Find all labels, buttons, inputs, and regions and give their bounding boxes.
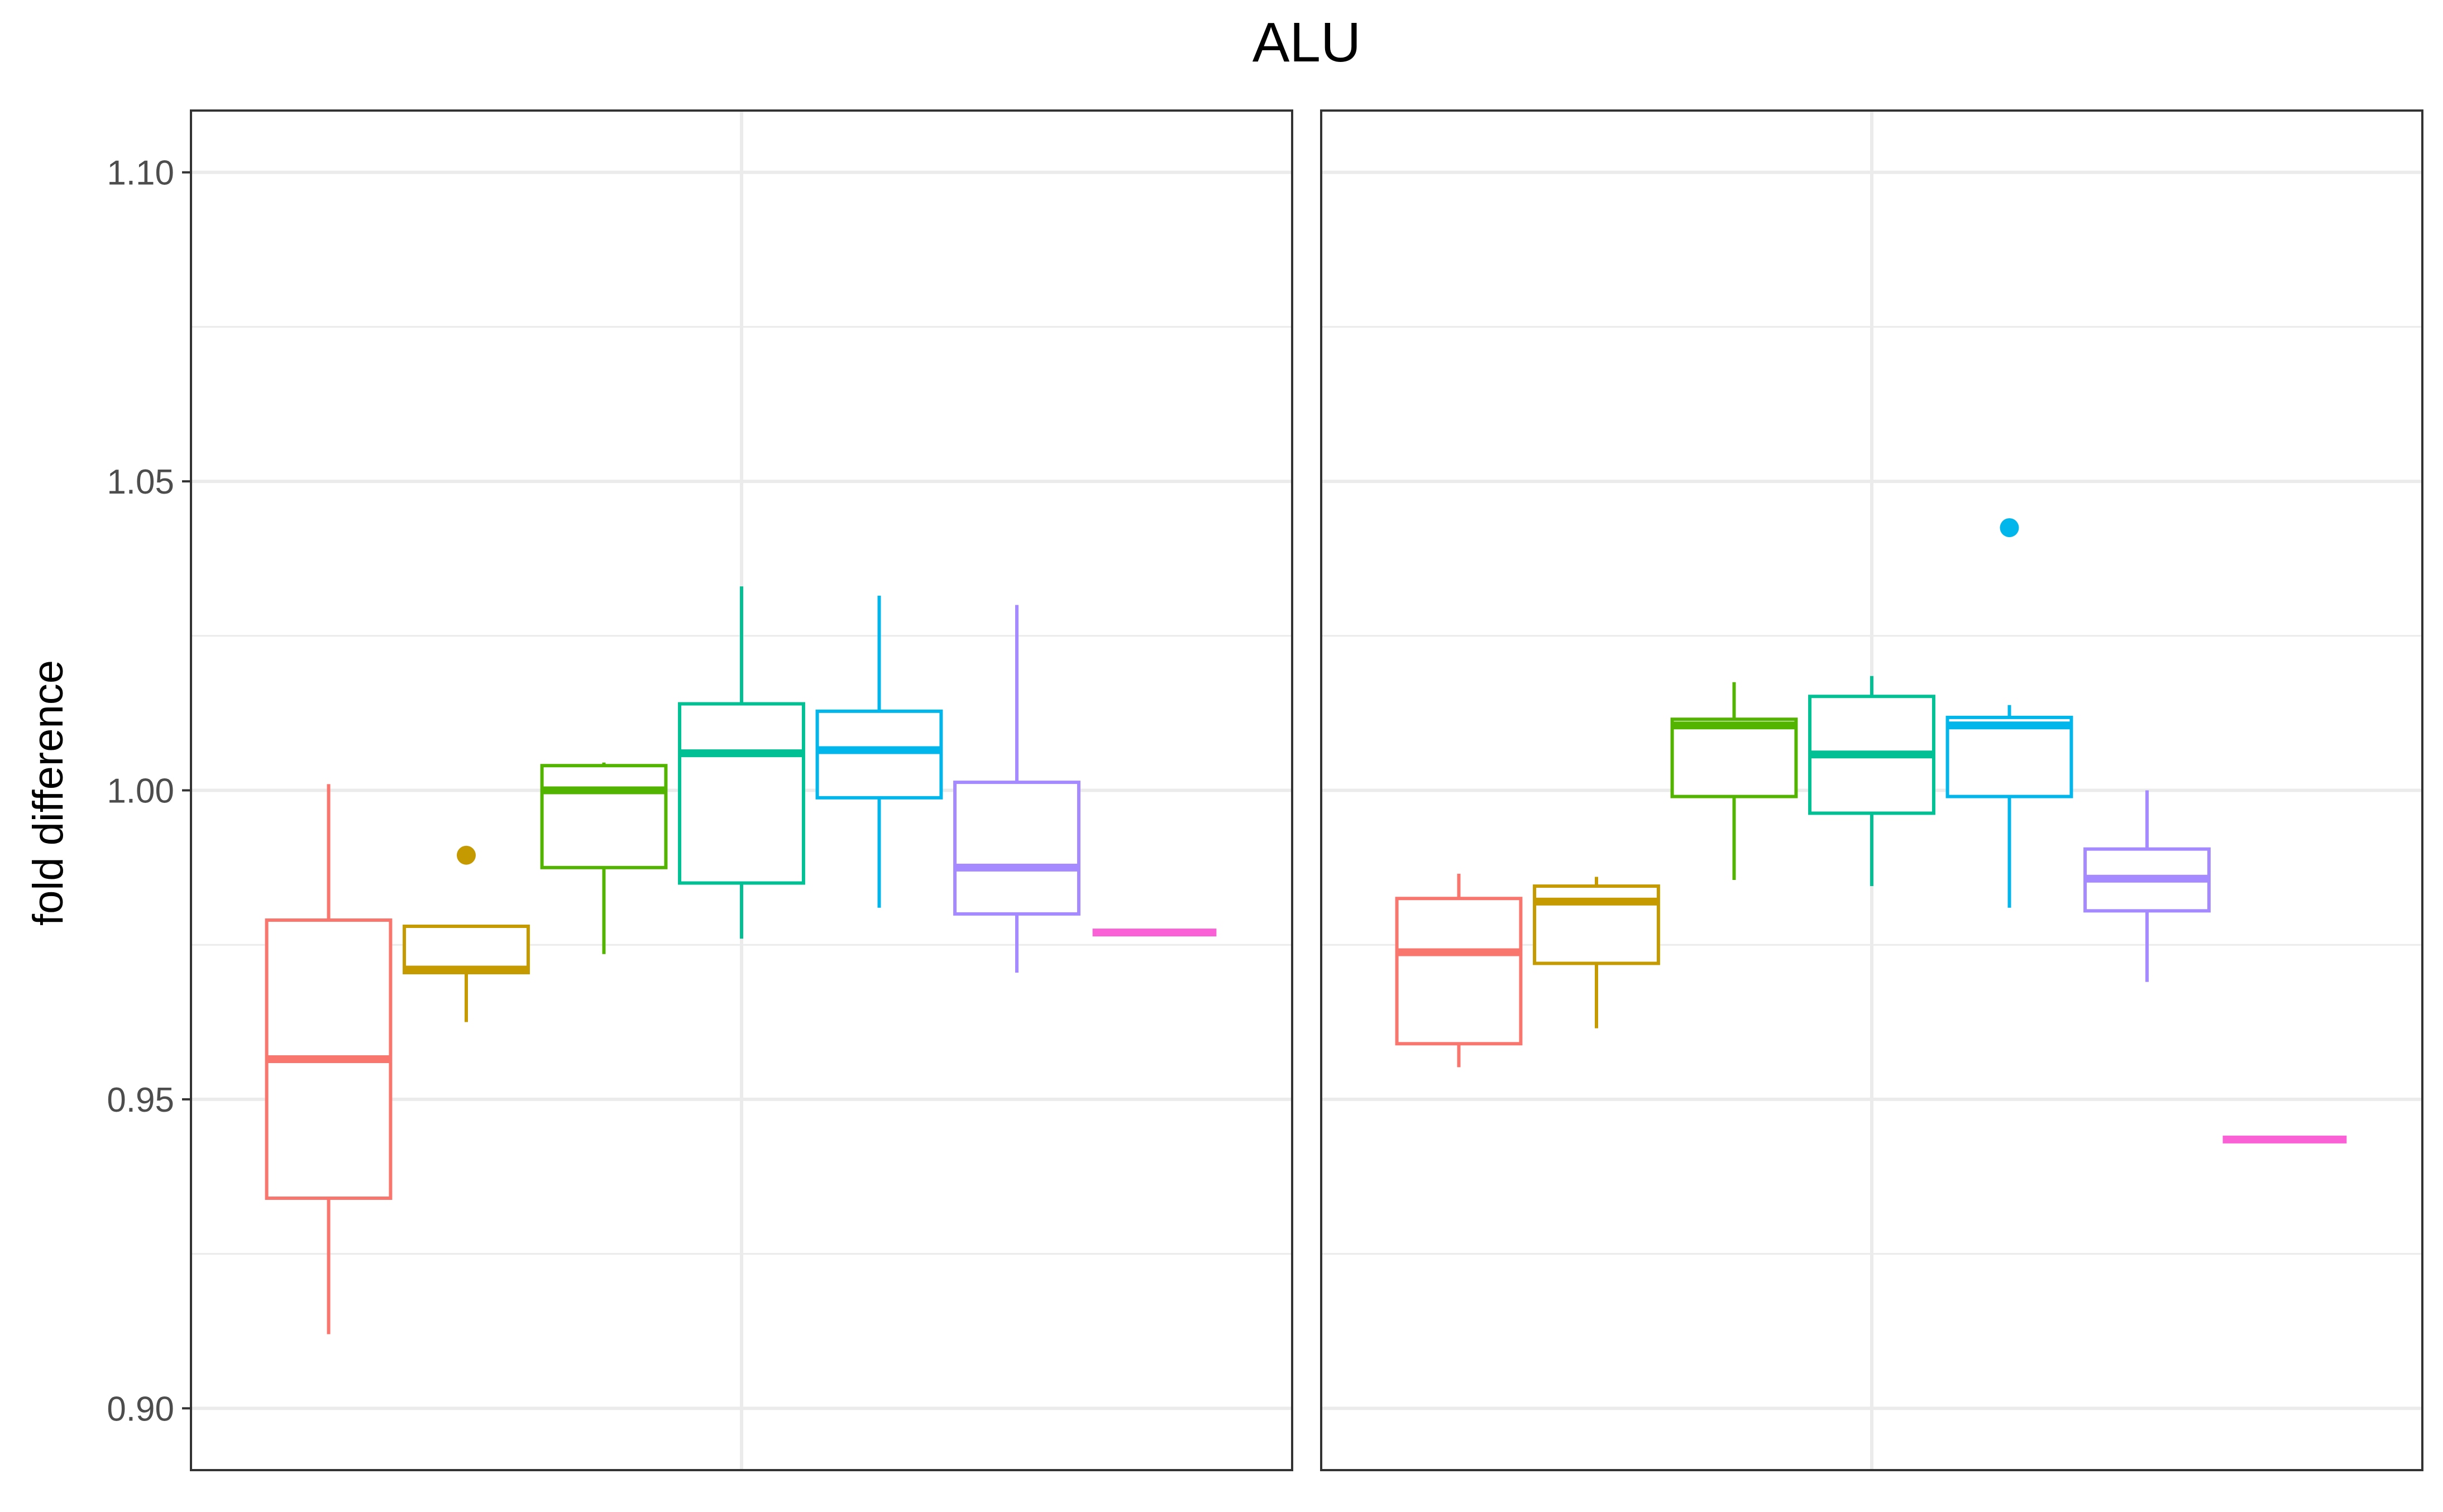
box-5 (815, 595, 943, 908)
y-tick-label: 1.00 (107, 772, 174, 811)
y-axis: 0.90 0.95 1.00 1.05 1.10 (107, 154, 191, 1428)
box-3 (1670, 682, 1798, 880)
box-4 (678, 586, 805, 939)
box-5 (1945, 518, 2073, 908)
y-tick-label: 1.05 (107, 463, 174, 501)
outlier-point (2000, 518, 2019, 538)
y-tick-label: 0.90 (107, 1390, 174, 1428)
y-tick-label: 0.95 (107, 1081, 174, 1119)
panel-border (1320, 109, 2423, 1471)
box-1 (265, 784, 393, 1334)
box-body (1945, 715, 2073, 798)
box-6 (953, 605, 1081, 973)
panels (190, 109, 2423, 1471)
box-body (403, 925, 530, 975)
box-body (815, 709, 943, 800)
outlier-point (457, 845, 476, 865)
box-body (540, 764, 668, 869)
box-body (1670, 717, 1798, 798)
chart-title: ALU (1252, 11, 1361, 74)
box-2 (1533, 877, 1660, 1028)
box-body (1395, 897, 1523, 1046)
panel-1 (190, 109, 1293, 1471)
box-3 (540, 762, 668, 954)
box-body (953, 781, 1081, 916)
panel-2 (1320, 109, 2423, 1471)
box-6 (2083, 790, 2211, 982)
y-axis-label: fold difference (25, 660, 72, 926)
box-2 (403, 845, 530, 1022)
box-body (678, 702, 805, 885)
box-4 (1808, 676, 1935, 887)
y-tick-label: 1.10 (107, 154, 174, 193)
box-1 (1395, 873, 1523, 1068)
